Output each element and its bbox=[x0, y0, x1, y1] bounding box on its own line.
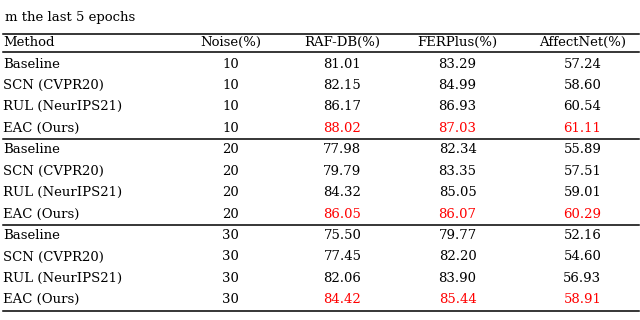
Text: AffectNet(%): AffectNet(%) bbox=[539, 36, 626, 49]
Text: 54.60: 54.60 bbox=[563, 251, 602, 263]
Text: EAC (Ours): EAC (Ours) bbox=[3, 122, 79, 135]
Text: RUL (NeurIPS21): RUL (NeurIPS21) bbox=[3, 272, 122, 285]
Text: 85.05: 85.05 bbox=[439, 186, 476, 199]
Text: 86.93: 86.93 bbox=[438, 100, 477, 113]
Text: 84.99: 84.99 bbox=[438, 79, 477, 92]
Text: 85.44: 85.44 bbox=[439, 293, 476, 306]
Text: 84.32: 84.32 bbox=[323, 186, 362, 199]
Text: 88.02: 88.02 bbox=[324, 122, 361, 135]
Text: 20: 20 bbox=[222, 143, 239, 156]
Text: 20: 20 bbox=[222, 208, 239, 220]
Text: 10: 10 bbox=[222, 79, 239, 92]
Text: 20: 20 bbox=[222, 165, 239, 178]
Text: 87.03: 87.03 bbox=[438, 122, 477, 135]
Text: 82.15: 82.15 bbox=[324, 79, 361, 92]
Text: 83.35: 83.35 bbox=[438, 165, 477, 178]
Text: 81.01: 81.01 bbox=[324, 58, 361, 70]
Text: Baseline: Baseline bbox=[3, 143, 60, 156]
Text: 75.50: 75.50 bbox=[323, 229, 362, 242]
Text: 56.93: 56.93 bbox=[563, 272, 602, 285]
Text: Baseline: Baseline bbox=[3, 58, 60, 70]
Text: m the last 5 epochs: m the last 5 epochs bbox=[5, 11, 136, 24]
Text: 86.07: 86.07 bbox=[438, 208, 477, 220]
Text: 57.24: 57.24 bbox=[563, 58, 602, 70]
Text: 82.20: 82.20 bbox=[439, 251, 476, 263]
Text: 10: 10 bbox=[222, 122, 239, 135]
Text: EAC (Ours): EAC (Ours) bbox=[3, 208, 79, 220]
Text: 52.16: 52.16 bbox=[563, 229, 602, 242]
Text: 30: 30 bbox=[222, 229, 239, 242]
Text: EAC (Ours): EAC (Ours) bbox=[3, 293, 79, 306]
Text: 82.06: 82.06 bbox=[323, 272, 362, 285]
Text: 82.34: 82.34 bbox=[438, 143, 477, 156]
Text: 61.11: 61.11 bbox=[563, 122, 602, 135]
Text: Baseline: Baseline bbox=[3, 229, 60, 242]
Text: FERPlus(%): FERPlus(%) bbox=[417, 36, 498, 49]
Text: SCN (CVPR20): SCN (CVPR20) bbox=[3, 165, 104, 178]
Text: 10: 10 bbox=[222, 58, 239, 70]
Text: 60.29: 60.29 bbox=[563, 208, 602, 220]
Text: 59.01: 59.01 bbox=[563, 186, 602, 199]
Text: 30: 30 bbox=[222, 293, 239, 306]
Text: 83.90: 83.90 bbox=[438, 272, 477, 285]
Text: 55.89: 55.89 bbox=[563, 143, 602, 156]
Text: 20: 20 bbox=[222, 186, 239, 199]
Text: RUL (NeurIPS21): RUL (NeurIPS21) bbox=[3, 100, 122, 113]
Text: 77.45: 77.45 bbox=[323, 251, 362, 263]
Text: SCN (CVPR20): SCN (CVPR20) bbox=[3, 251, 104, 263]
Text: 77.98: 77.98 bbox=[323, 143, 362, 156]
Text: 86.05: 86.05 bbox=[323, 208, 362, 220]
Text: 83.29: 83.29 bbox=[438, 58, 477, 70]
Text: 30: 30 bbox=[222, 272, 239, 285]
Text: 10: 10 bbox=[222, 100, 239, 113]
Text: 58.60: 58.60 bbox=[563, 79, 602, 92]
Text: 79.79: 79.79 bbox=[323, 165, 362, 178]
Text: 30: 30 bbox=[222, 251, 239, 263]
Text: 84.42: 84.42 bbox=[324, 293, 361, 306]
Text: 86.17: 86.17 bbox=[323, 100, 362, 113]
Text: 60.54: 60.54 bbox=[563, 100, 602, 113]
Text: Method: Method bbox=[3, 36, 54, 49]
Text: RUL (NeurIPS21): RUL (NeurIPS21) bbox=[3, 186, 122, 199]
Text: SCN (CVPR20): SCN (CVPR20) bbox=[3, 79, 104, 92]
Text: Noise(%): Noise(%) bbox=[200, 36, 261, 49]
Text: 79.77: 79.77 bbox=[438, 229, 477, 242]
Text: 58.91: 58.91 bbox=[563, 293, 602, 306]
Text: 57.51: 57.51 bbox=[563, 165, 602, 178]
Text: RAF-DB(%): RAF-DB(%) bbox=[305, 36, 380, 49]
